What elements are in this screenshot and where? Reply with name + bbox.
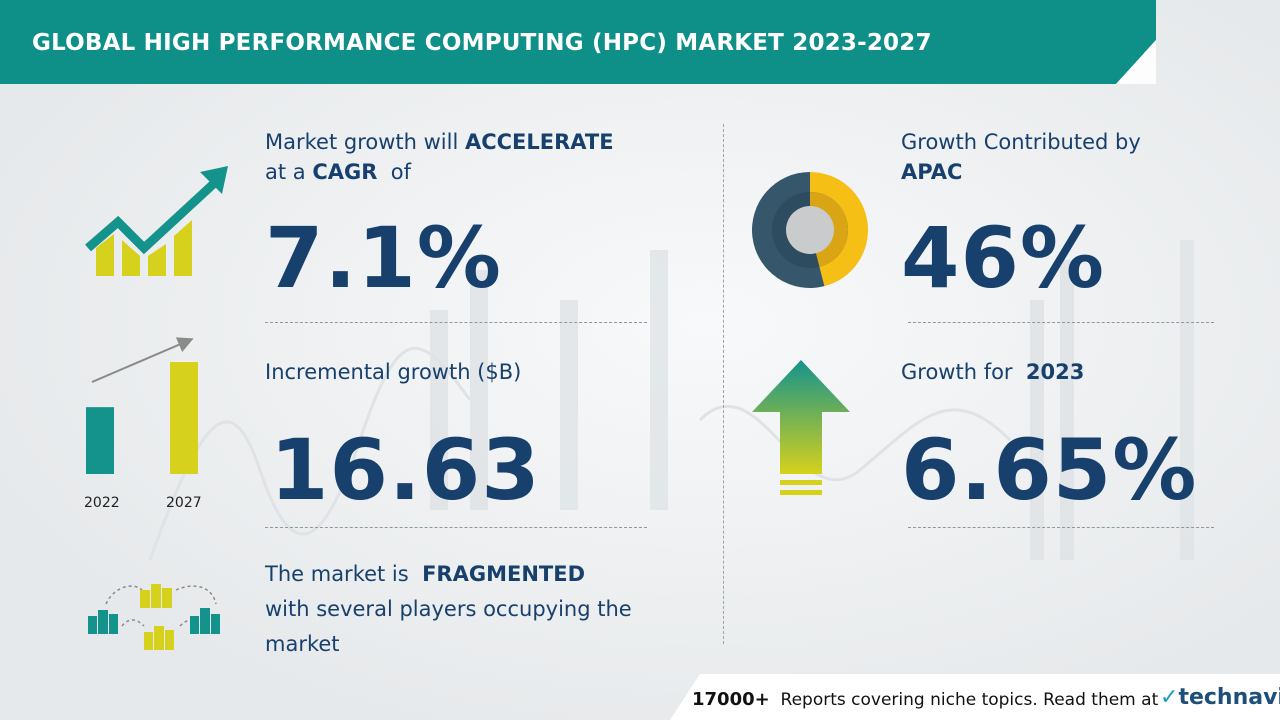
footer-count: 17000+ <box>692 689 770 710</box>
incremental-label: Incremental growth ($B) <box>265 360 522 384</box>
divider-left-1 <box>265 322 647 323</box>
divider-right-2 <box>908 527 1214 528</box>
region-value: 46% <box>901 209 1106 307</box>
yoy-value: 6.65% <box>901 421 1198 519</box>
fragmented-line-2: with several players occupying the <box>265 597 632 621</box>
growth-chart-icon <box>85 166 228 276</box>
cagr-value: 7.1% <box>265 209 502 307</box>
incremental-bar-chart <box>86 337 198 474</box>
cagr-lead-emphasis: ACCELERATE <box>464 130 614 154</box>
incremental-value: 16.63 <box>270 421 541 519</box>
region-lead: Growth Contributed by APAC <box>901 127 1141 187</box>
region-label: Growth Contributed by <box>901 130 1141 154</box>
fragmented-text: The market is FRAGMENTED with several pl… <box>265 557 632 662</box>
cagr-label: CAGR <box>312 160 378 184</box>
buildings-network-icon <box>88 584 220 650</box>
technavio-logo[interactable]: ✓technavio <box>1160 685 1280 710</box>
bar-2027 <box>170 362 198 474</box>
divider-left-2 <box>265 527 647 528</box>
bar-label-2027: 2027 <box>166 495 202 511</box>
yoy-label: Growth for <box>901 360 1013 384</box>
header-banner: GLOBAL HIGH PERFORMANCE COMPUTING (HPC) … <box>0 0 1160 84</box>
page-title: GLOBAL HIGH PERFORMANCE COMPUTING (HPC) … <box>32 30 932 56</box>
fragmented-line-3: market <box>265 632 340 656</box>
center-divider <box>723 124 724 644</box>
cagr-lead-text: Market growth will <box>265 130 459 154</box>
trend-arrow <box>91 337 194 383</box>
fragmented-emphasis: FRAGMENTED <box>422 562 586 586</box>
brand-name: technavio <box>1178 685 1280 710</box>
up-arrow-icon <box>752 360 850 495</box>
yoy-lead: Growth for 2023 <box>901 357 1084 387</box>
banner-shape <box>0 0 1156 84</box>
bar-label-2022: 2022 <box>84 495 120 511</box>
cagr-lead-suffix: of <box>390 160 412 184</box>
region-name: APAC <box>901 160 963 184</box>
divider-right-1 <box>908 322 1214 323</box>
bar-2022 <box>86 407 114 474</box>
cagr-lead: Market growth will ACCELERATE at a CAGR … <box>265 127 614 187</box>
yoy-year: 2023 <box>1025 360 1085 384</box>
region-donut-chart <box>752 172 869 288</box>
fragmented-prefix: The market is <box>265 562 409 586</box>
footer-text: 17000+ Reports covering niche topics. Re… <box>692 689 1158 710</box>
technavio-mark-icon: ✓ <box>1160 685 1179 710</box>
cagr-lead-text-2: at a <box>265 160 306 184</box>
footer-message: Reports covering niche topics. Read them… <box>780 690 1159 710</box>
